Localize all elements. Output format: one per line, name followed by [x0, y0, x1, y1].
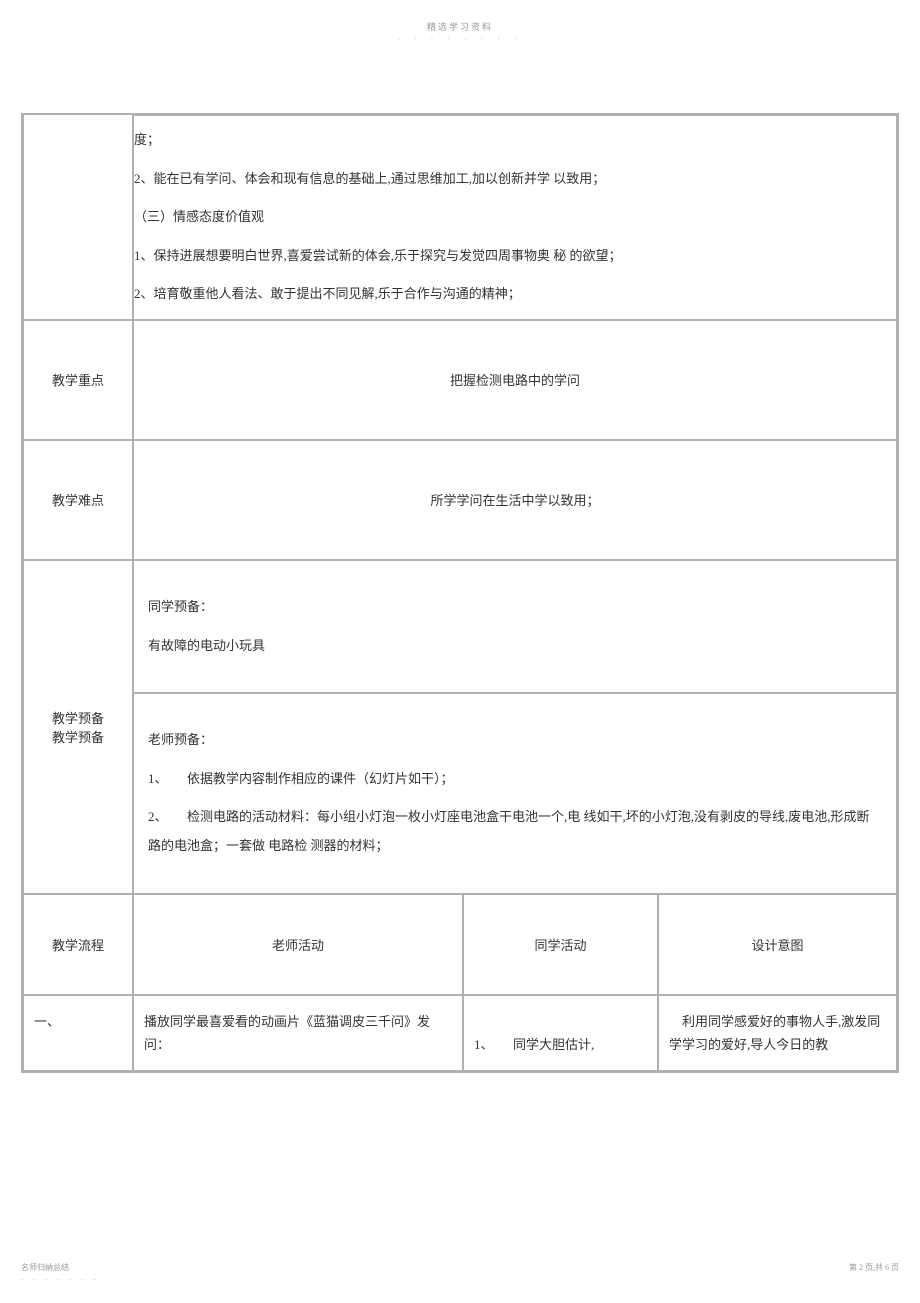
lesson-plan-table: 度； 2、能在已有学问、体会和现有信息的基础上,通过思维加工,加以创新并学 以致… [21, 113, 899, 1073]
empty-label-cell [23, 115, 133, 320]
flow-col1: 一、 [23, 995, 133, 1072]
flow-data-row: 一、 播放同学最喜爱看的动画片《蓝猫调皮三千问》发问： 1、 同学大胆估计, 利… [23, 995, 897, 1072]
objectives-content: 度； 2、能在已有学问、体会和现有信息的基础上,通过思维加工,加以创新并学 以致… [133, 115, 897, 320]
footer-left-text: 名师归纳总结 [21, 1262, 69, 1273]
prep-label-cell: 教学预备 教学预备 [23, 560, 133, 894]
flow-col2: 播放同学最喜爱看的动画片《蓝猫调皮三千问》发问： [133, 995, 463, 1072]
table-row: 教学难点 所学学问在生活中学以致用； [23, 440, 897, 560]
student-prep-content: 同学预备： 有故障的电动小玩具 [133, 560, 897, 693]
flow-col3: 1、 同学大胆估计, [463, 995, 658, 1072]
content-line: 有故障的电动小玩具 [148, 632, 882, 661]
content-line: 2、 检测电路的活动材料：每小组小灯泡一枚小灯座电池盒干电池一个,电 线如干,坏… [148, 803, 882, 860]
content-line: 同学预备： [148, 593, 882, 622]
teacher-prep-content: 老师预备： 1、 依据教学内容制作相应的课件（幻灯片如干）； 2、 检测电路的活… [133, 693, 897, 893]
prep-label-2: 教学预备 [24, 727, 132, 746]
content-line: 2、培育敬重他人看法、敢于提出不同见解,乐于合作与沟通的精神； [134, 280, 896, 309]
flow-col4: 利用同学感爱好的事物人手,激发同学学习的爱好,导人今日的教 [658, 995, 897, 1072]
key-point-label: 教学重点 [23, 320, 133, 440]
flow-header-row: 教学流程 老师活动 同学活动 设计意图 [23, 894, 897, 995]
footer-page-number: 第 2 页,共 6 页 [849, 1262, 899, 1273]
difficulty-label: 教学难点 [23, 440, 133, 560]
difficulty-content: 所学学问在生活中学以致用； [133, 440, 897, 560]
content-line: 老师预备： [148, 726, 882, 755]
content-line: 度； [134, 126, 896, 155]
key-point-content: 把握检测电路中的学问 [133, 320, 897, 440]
flow-header-col1: 教学流程 [23, 894, 133, 995]
flow-header-col4: 设计意图 [658, 894, 897, 995]
content-line: 1、 依据教学内容制作相应的课件（幻灯片如干）； [148, 765, 882, 794]
footer-left-dashes: - - - - - - - [21, 1275, 100, 1283]
page-header-dashes: - - - - - - - - [0, 34, 920, 43]
table-row: 老师预备： 1、 依据教学内容制作相应的课件（幻灯片如干）； 2、 检测电路的活… [23, 693, 897, 893]
table-row: 教学预备 教学预备 同学预备： 有故障的电动小玩具 [23, 560, 897, 693]
table-row: 教学重点 把握检测电路中的学问 [23, 320, 897, 440]
table-row: 度； 2、能在已有学问、体会和现有信息的基础上,通过思维加工,加以创新并学 以致… [23, 115, 897, 320]
page-header-title: 精选学习资料 [0, 20, 920, 33]
prep-label-1: 教学预备 [24, 708, 132, 727]
flow-header-col2: 老师活动 [133, 894, 463, 995]
content-line: 2、能在已有学问、体会和现有信息的基础上,通过思维加工,加以创新并学 以致用； [134, 165, 896, 194]
flow-header-col3: 同学活动 [463, 894, 658, 995]
content-line: 1、保持进展想要明白世界,喜爱尝试新的体会,乐于探究与发觉四周事物奥 秘 的欲望… [134, 242, 896, 271]
content-line: （三）情感态度价值观 [134, 203, 896, 232]
